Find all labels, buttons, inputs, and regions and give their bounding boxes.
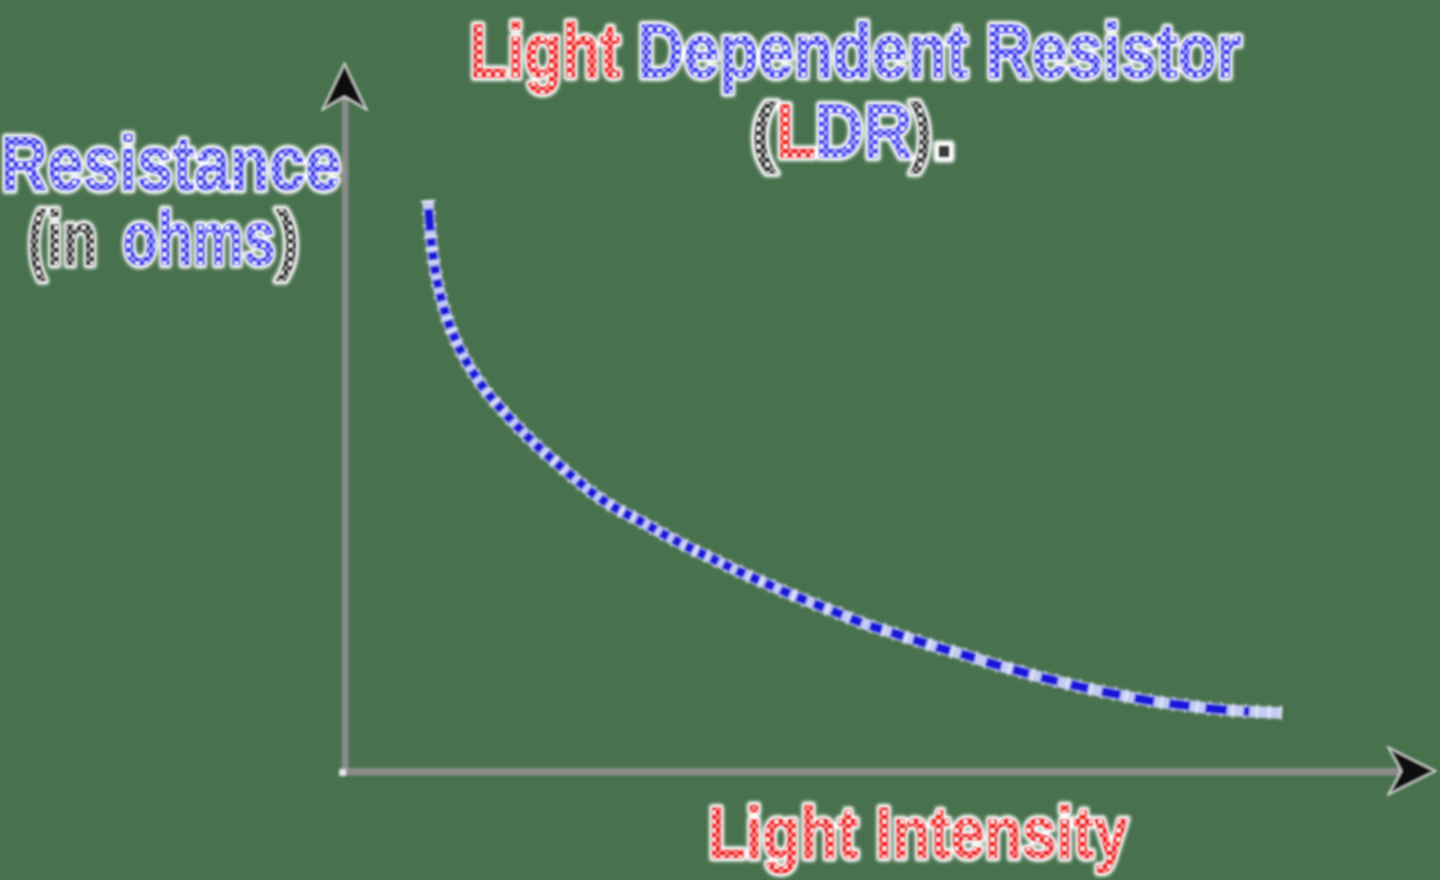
svg-text:Light: Light (470, 9, 621, 95)
svg-text:Resistance: Resistance (1, 121, 341, 207)
svg-text:L: L (776, 89, 816, 175)
svg-text:): ) (276, 196, 300, 282)
svg-text:(: ( (751, 89, 778, 175)
svg-text:ohms: ohms (123, 196, 276, 282)
svg-text:Dependent Resistor: Dependent Resistor (638, 9, 1242, 95)
svg-text:(in: (in (28, 196, 98, 282)
svg-text:(in: (in (28, 196, 98, 282)
svg-text:Resistance: Resistance (1, 121, 341, 207)
svg-text:DR: DR (815, 89, 913, 175)
svg-text:): ) (276, 196, 300, 282)
svg-text:Light Intensity: Light Intensity (708, 793, 1128, 874)
svg-text:DR: DR (815, 89, 913, 175)
svg-text:ohms: ohms (123, 196, 276, 282)
svg-text:Dependent Resistor: Dependent Resistor (638, 9, 1242, 95)
svg-text:): ) (910, 89, 933, 175)
svg-text:Resistance: Resistance (1, 121, 341, 207)
svg-text:(: ( (751, 89, 778, 175)
svg-text:Light Intensity: Light Intensity (708, 793, 1128, 874)
svg-text:(: ( (751, 89, 778, 175)
svg-text:L: L (776, 89, 816, 175)
svg-text:): ) (910, 89, 933, 175)
svg-text:): ) (276, 196, 300, 282)
svg-text:Light: Light (470, 9, 621, 95)
svg-text:Light: Light (470, 9, 621, 95)
svg-text:ohms: ohms (123, 196, 276, 282)
svg-text:L: L (776, 89, 816, 175)
svg-text:Dependent Resistor: Dependent Resistor (638, 9, 1242, 95)
svg-text:): ) (910, 89, 933, 175)
svg-text:(in: (in (28, 196, 98, 282)
svg-text:DR: DR (815, 89, 913, 175)
svg-text:Light Intensity: Light Intensity (708, 793, 1128, 874)
